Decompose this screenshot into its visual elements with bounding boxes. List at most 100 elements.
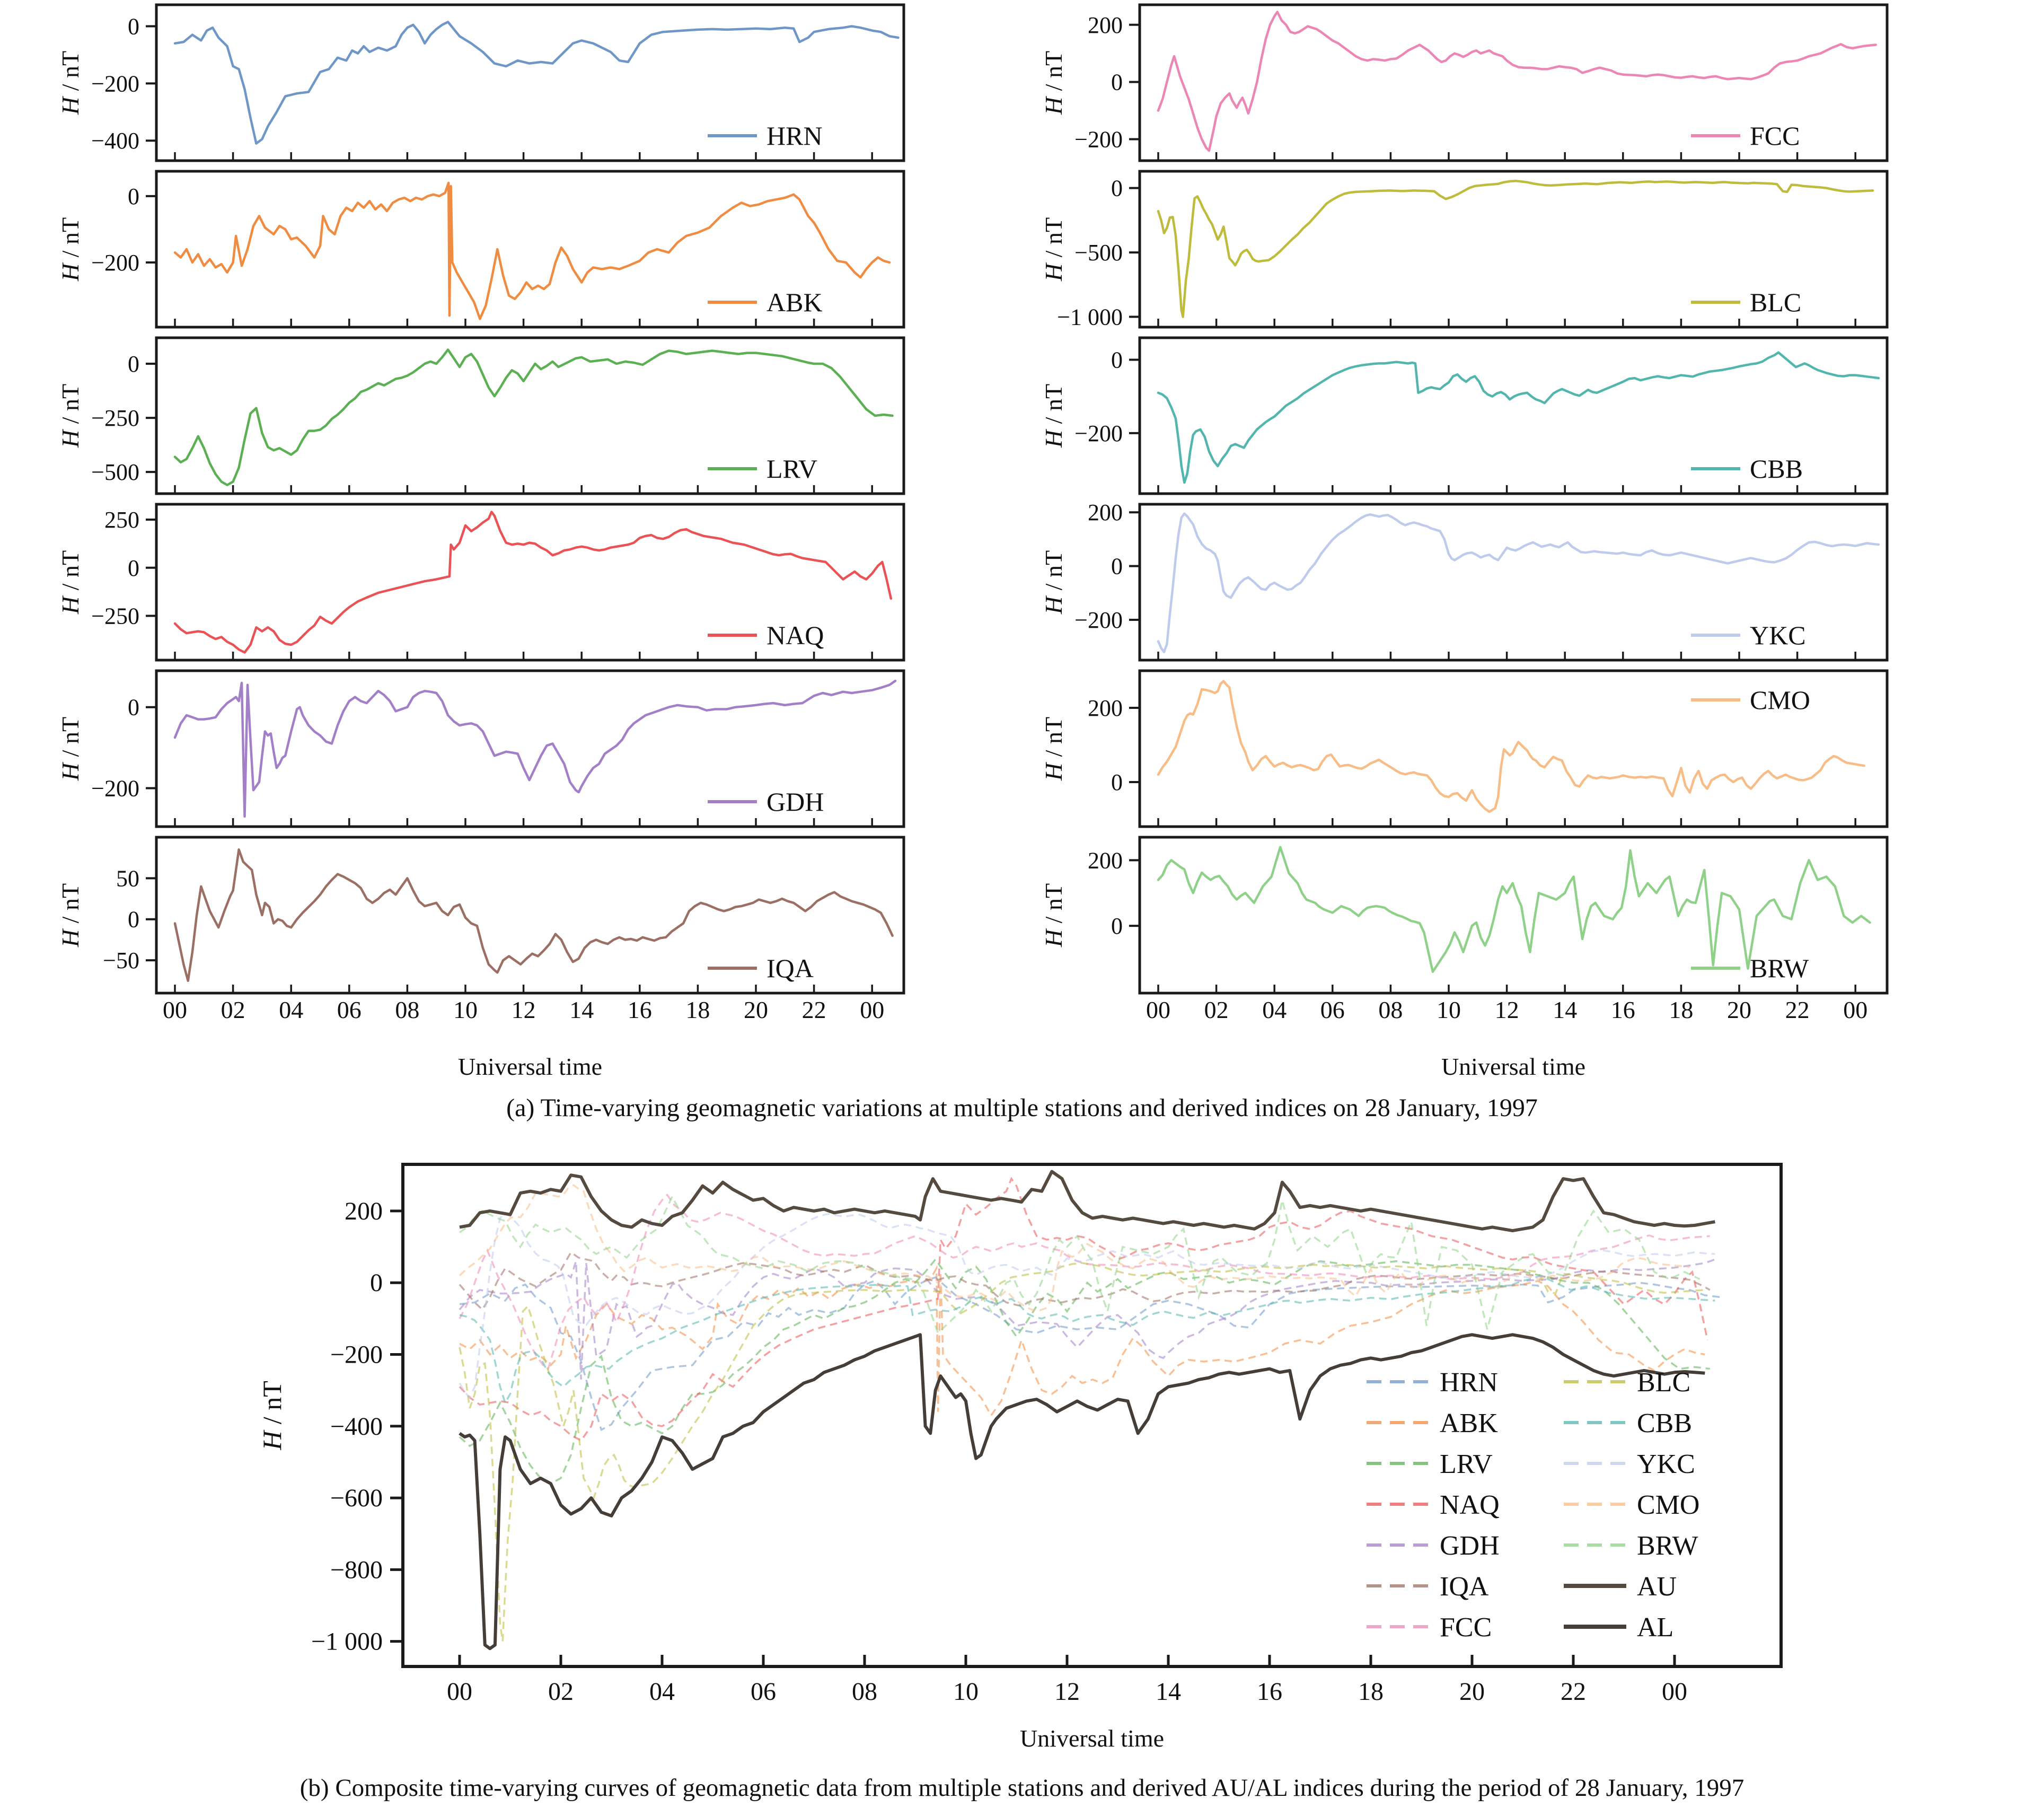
legend-entry-au: AU — [1564, 1572, 1677, 1602]
composite-legend: HRN ABK LRV NAQ GDH IQA FCC BLC CBB YKC CMO BRW AU AL — [1367, 1367, 1699, 1643]
y-axis-label: H / nT — [57, 717, 84, 781]
x-tick-label: 10 — [953, 1678, 979, 1706]
x-tick-label: 00 — [860, 996, 884, 1023]
legend-entry-fcc: FCC — [1367, 1612, 1492, 1643]
composite-series-gdh — [459, 1258, 1715, 1380]
panel-legend: CMO — [1691, 685, 1810, 715]
y-tick-label: 0 — [128, 907, 139, 933]
panel-abk-chart: H / nT 0 −200 ABK — [57, 170, 905, 329]
y-tick-label: 200 — [1088, 695, 1123, 721]
legend-entry-brw: BRW — [1564, 1531, 1698, 1561]
series-blc — [1157, 179, 1874, 318]
legend-label: HRN — [766, 121, 823, 151]
legend-label: GDH — [766, 787, 824, 817]
composite-x-ticks: 00 02 04 06 08 10 12 14 16 18 20 22 00 — [447, 1655, 1687, 1706]
legend-label: AL — [1637, 1612, 1673, 1643]
x-tick-label: 06 — [337, 996, 362, 1023]
series-gdh — [173, 679, 897, 818]
legend-label: NAQ — [1440, 1490, 1500, 1520]
x-tick-label: 22 — [1785, 996, 1810, 1023]
panel-frame — [1138, 336, 1889, 495]
y-tick-label: −200 — [1074, 420, 1123, 446]
y-tick-label: 0 — [1111, 69, 1123, 95]
legend-label: ABK — [766, 287, 823, 317]
legend-label: CMO — [1750, 685, 1810, 715]
y-tick-label: 200 — [1088, 503, 1123, 525]
legend-label: YKC — [1750, 620, 1806, 650]
panel-ykc-chart: H / nT 200 0 −200 YKC — [1040, 503, 1889, 662]
legend-label: BLC — [1750, 287, 1801, 317]
series-abk — [173, 181, 891, 320]
legend-entry-iqa: IQA — [1367, 1572, 1489, 1602]
x-ticks — [1157, 152, 1856, 161]
panel-iqa-chart: H / nT 50 0 −50 00 02 04 06 08 10 12 14 16 18 20 22 00 IQ… — [57, 836, 905, 1023]
caption-a: (a) Time-varying geomagnetic variations … — [506, 1094, 1538, 1122]
x-axis-label-right: Universal time — [1441, 1053, 1586, 1080]
y-tick-label: 200 — [1088, 847, 1123, 873]
composite-station-series — [459, 1177, 1721, 1642]
x-tick-label: 18 — [685, 996, 710, 1023]
series-brw — [1157, 846, 1871, 973]
panel-legend: YKC — [1691, 620, 1806, 650]
x-tick-label: 22 — [802, 996, 826, 1023]
legend-label: FCC — [1750, 121, 1800, 151]
legend-label: LRV — [1440, 1449, 1493, 1479]
y-axis-label: H / nT — [57, 51, 84, 115]
legend-label: BRW — [1750, 953, 1809, 983]
y-tick-label: 0 — [1111, 554, 1123, 580]
composite-y-ticks: 200 0 −200 −400 −600 −800 −1 000 — [311, 1197, 403, 1656]
y-ticks: 0 −200 — [91, 183, 156, 276]
y-tick-label: 0 — [128, 13, 139, 39]
composite-series-brw — [459, 1194, 1701, 1335]
y-ticks: 200 0 −200 — [1074, 503, 1140, 633]
composite-series-cbb — [459, 1274, 1715, 1406]
y-tick-label: 0 — [1111, 769, 1123, 795]
composite-series-al — [459, 1333, 1705, 1651]
x-ticks: 00 02 04 06 08 10 12 14 16 18 20 22 00 — [1146, 985, 1867, 1023]
x-ticks — [174, 652, 873, 660]
x-tick-label: 16 — [1257, 1678, 1282, 1706]
legend-label: YKC — [1637, 1449, 1695, 1479]
composite-series-ykc — [459, 1211, 1715, 1399]
panel-ykc: H / nT 200 0 −200 YKC — [1040, 503, 1889, 662]
x-axis-label-composite: Universal time — [1019, 1725, 1165, 1752]
panel-hrn-chart: H / nT 0 −200 −400 HRN — [57, 3, 905, 162]
legend-label: HRN — [1440, 1367, 1498, 1398]
y-axis-label: H / nT — [1040, 883, 1067, 948]
y-axis-label: H / nT — [1040, 717, 1067, 781]
panel-gdh: H / nT 0 −200 GDH — [57, 669, 905, 828]
y-tick-label: −1 000 — [1057, 304, 1123, 329]
panel-column-right: H / nT 200 0 −200 FCC H / nT 0 −500 −1 000 BLC H… — [1031, 3, 1890, 1033]
panel-lrv: H / nT 0 −250 −500 LRV — [57, 336, 905, 495]
y-tick-label: 0 — [370, 1269, 383, 1297]
y-axis-label: H / nT — [1040, 384, 1067, 448]
panel-legend: CBB — [1691, 454, 1803, 484]
x-tick-label: 02 — [548, 1678, 574, 1706]
x-ticks — [1157, 818, 1856, 827]
y-ticks: 200 0 −200 — [1074, 12, 1140, 153]
legend-entry-cmo: CMO — [1564, 1490, 1699, 1520]
panel-frame — [1138, 503, 1889, 662]
x-tick-label: 10 — [453, 996, 478, 1023]
x-tick-label: 00 — [1662, 1678, 1687, 1706]
y-ticks: 250 0 −250 — [91, 507, 156, 629]
legend-entry-hrn: HRN — [1367, 1367, 1498, 1398]
y-tick-label: −200 — [330, 1341, 383, 1369]
legend-label: GDH — [1440, 1531, 1500, 1561]
x-tick-label: 08 — [852, 1678, 877, 1706]
y-axis-label: H / nT — [57, 550, 84, 615]
x-tick-label: 20 — [1727, 996, 1751, 1023]
panel-frame — [1138, 669, 1889, 828]
y-axis-label: H / nT — [257, 1381, 287, 1451]
panel-frame — [1138, 836, 1889, 995]
x-tick-label: 14 — [1553, 996, 1577, 1023]
y-axis-label: H / nT — [1040, 217, 1067, 282]
legend-label: AU — [1637, 1572, 1677, 1602]
y-tick-label: −400 — [330, 1413, 383, 1441]
composite-series-iqa — [459, 1251, 1711, 1311]
x-tick-label: 08 — [395, 996, 419, 1023]
y-tick-label: 0 — [128, 183, 139, 209]
series-cmo — [1157, 680, 1865, 813]
